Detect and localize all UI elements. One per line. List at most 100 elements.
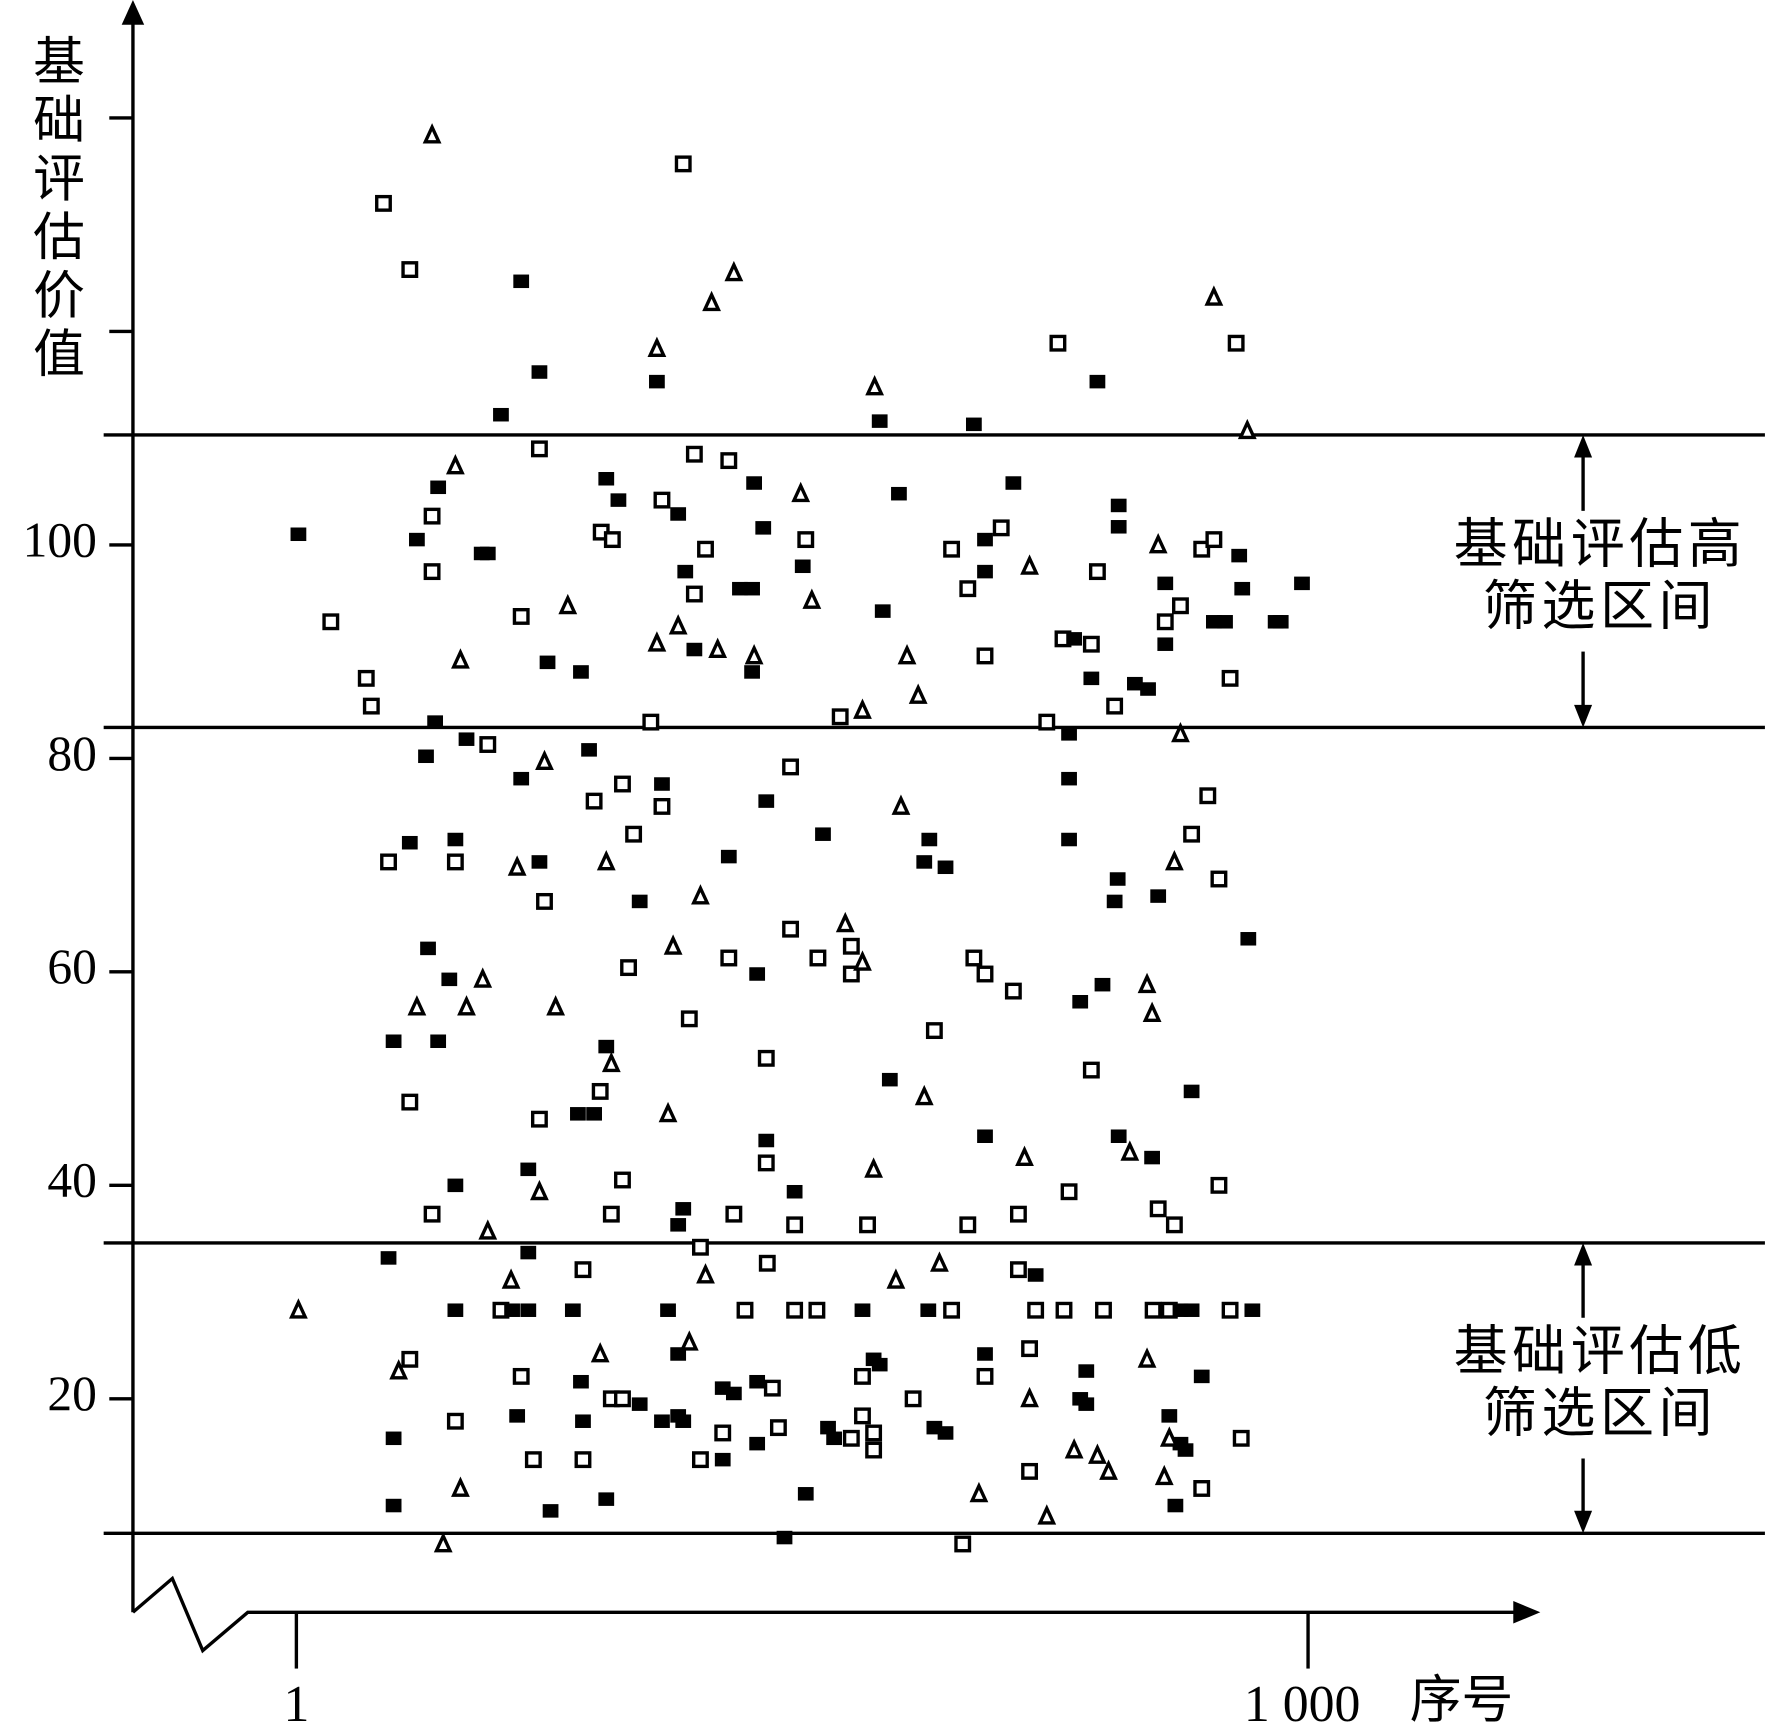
point xyxy=(692,1238,709,1256)
point xyxy=(720,949,738,967)
point xyxy=(696,1263,715,1284)
point xyxy=(614,1171,631,1189)
y-tick-label: 20 xyxy=(47,1366,97,1421)
point xyxy=(802,588,822,609)
point xyxy=(658,1101,678,1123)
point xyxy=(1148,533,1168,554)
point xyxy=(891,794,911,815)
point xyxy=(679,1330,699,1351)
point xyxy=(418,749,434,764)
point xyxy=(1232,1429,1250,1447)
point xyxy=(513,771,530,786)
point xyxy=(1234,581,1251,596)
point xyxy=(969,1481,989,1503)
point xyxy=(859,1216,876,1234)
band-arrowhead xyxy=(1574,434,1593,458)
point xyxy=(758,1133,775,1148)
point xyxy=(1021,1462,1039,1480)
band-label: 基础评估低 xyxy=(1454,1322,1747,1382)
x-tick-label: 1 000 xyxy=(1244,1676,1361,1733)
point xyxy=(1061,771,1077,786)
point xyxy=(925,1022,943,1040)
point xyxy=(1027,1268,1044,1282)
point xyxy=(558,593,578,615)
point xyxy=(1204,285,1224,306)
point xyxy=(290,527,307,542)
point xyxy=(1142,1001,1162,1022)
point xyxy=(441,972,458,987)
point xyxy=(1140,682,1156,696)
point xyxy=(504,1303,520,1317)
point xyxy=(322,613,340,631)
point xyxy=(732,581,748,596)
point xyxy=(808,1301,826,1319)
point xyxy=(1150,889,1167,903)
point xyxy=(473,967,493,988)
point xyxy=(451,648,470,669)
point xyxy=(401,1093,419,1111)
point xyxy=(385,1498,402,1513)
point xyxy=(1171,721,1190,743)
y-tick-label: 100 xyxy=(23,512,97,567)
point xyxy=(1061,832,1077,847)
point xyxy=(959,1216,977,1234)
point xyxy=(380,1251,397,1265)
point xyxy=(1294,576,1310,591)
point xyxy=(591,1082,609,1100)
y-tick-label: 80 xyxy=(47,726,97,781)
point xyxy=(401,261,419,279)
point xyxy=(401,835,418,850)
point xyxy=(1004,982,1022,1000)
point xyxy=(564,1303,581,1317)
point xyxy=(1272,615,1289,629)
point xyxy=(1205,531,1223,549)
point xyxy=(493,407,509,422)
point xyxy=(446,1412,464,1430)
point xyxy=(937,860,954,875)
point xyxy=(725,1386,742,1401)
point xyxy=(668,614,688,635)
point xyxy=(585,792,603,810)
point xyxy=(744,665,760,679)
point xyxy=(1064,1438,1084,1459)
point xyxy=(675,1202,692,1216)
point xyxy=(598,1492,615,1506)
point xyxy=(835,911,855,933)
point xyxy=(1106,697,1124,715)
point xyxy=(596,850,616,871)
point xyxy=(815,827,831,841)
point xyxy=(357,669,375,687)
point xyxy=(921,832,938,847)
point xyxy=(826,1431,843,1446)
point xyxy=(674,155,692,173)
point xyxy=(758,794,775,808)
point xyxy=(479,546,496,561)
point xyxy=(530,1179,549,1201)
point xyxy=(530,1110,548,1128)
point xyxy=(897,644,917,665)
point xyxy=(653,491,671,509)
point xyxy=(977,1129,993,1143)
point xyxy=(736,1301,754,1319)
point xyxy=(1157,637,1174,651)
point xyxy=(1240,932,1257,946)
band-arrowhead xyxy=(1574,1510,1593,1534)
point xyxy=(708,637,728,658)
x-axis-label: 序号 xyxy=(1410,1673,1514,1730)
point xyxy=(1137,1347,1157,1368)
point xyxy=(871,1357,888,1372)
point xyxy=(513,274,530,289)
point xyxy=(1144,1301,1162,1319)
point xyxy=(1020,1386,1039,1408)
point xyxy=(401,1350,419,1368)
point xyxy=(546,995,566,1016)
point xyxy=(631,1397,648,1411)
point xyxy=(791,481,811,503)
point xyxy=(854,1367,871,1385)
point xyxy=(686,642,703,657)
point xyxy=(530,440,548,458)
point xyxy=(1015,1145,1034,1167)
point xyxy=(1183,825,1201,843)
point xyxy=(1210,870,1228,888)
y-tick-label: 40 xyxy=(47,1153,97,1208)
